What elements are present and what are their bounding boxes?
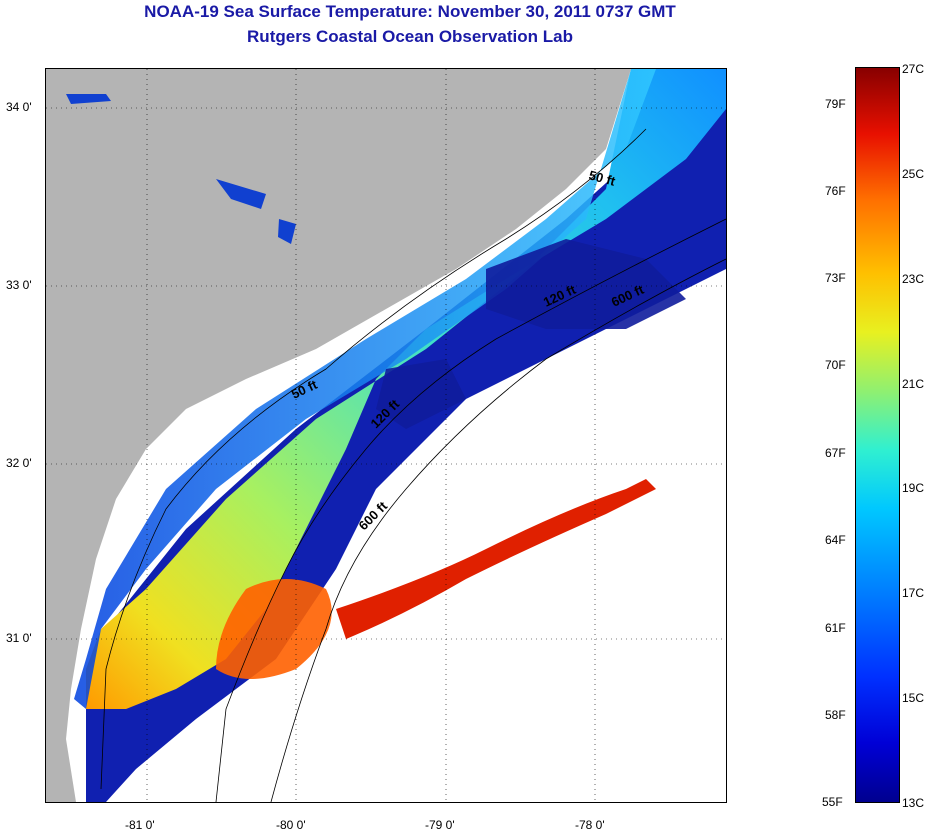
sst-map-canvas: 50 ft 50 ft 120 ft 120 ft 600 ft 600 ft [46,69,726,802]
colorbar-f-label: 55F [822,795,843,809]
isobath-120ft [215,218,726,802]
colorbar-f-label: 58F [825,708,846,722]
y-tick-label: 33 0' [6,278,32,292]
lat-lon-grid [46,69,726,802]
colorbar-f-label: 67F [825,446,846,460]
gulf-stream-warm-filament [336,479,656,639]
colorbar-c-label: 27C [902,62,925,76]
colorbar-f-label: 76F [825,184,846,198]
x-tick-label: -81 0' [125,818,155,832]
x-tick-label: -79 0' [425,818,455,832]
y-tick-label: 34 0' [6,100,32,114]
colorbar-f-label: 61F [825,621,846,635]
colorbar-c-label: 23C [902,272,925,286]
colorbar-c-label: 21C [902,377,925,391]
isobath-50ft [100,128,647,790]
colorbar-c-label: 17C [902,586,925,600]
colorbar-c-label: 13C [902,796,925,810]
temperature-colorbar [855,67,900,803]
y-tick-label: 31 0' [6,631,32,645]
colorbar-c-label: 25C [902,167,925,181]
sst-map: 50 ft 50 ft 120 ft 120 ft 600 ft 600 ft [45,68,727,803]
colorbar-f-label: 73F [825,271,846,285]
colorbar-c-label: 15C [902,691,925,705]
isobath-600ft [270,258,726,802]
colorbar-c-label: 19C [902,481,925,495]
colorbar-f-label: 79F [825,97,846,111]
contour-label-50ft-north: 50 ft [587,167,617,189]
y-tick-label: 32 0' [6,456,32,470]
map-title: NOAA-19 Sea Surface Temperature: Novembe… [144,2,676,21]
land-mass [46,69,631,802]
colorbar-f-label: 64F [825,533,846,547]
x-tick-label: -78 0' [575,818,605,832]
x-tick-label: -80 0' [276,818,306,832]
cold-patches [376,239,686,429]
warm-pool [216,579,332,679]
map-subtitle: Rutgers Coastal Ocean Observation Lab [247,27,573,46]
colorbar-f-label: 70F [825,358,846,372]
